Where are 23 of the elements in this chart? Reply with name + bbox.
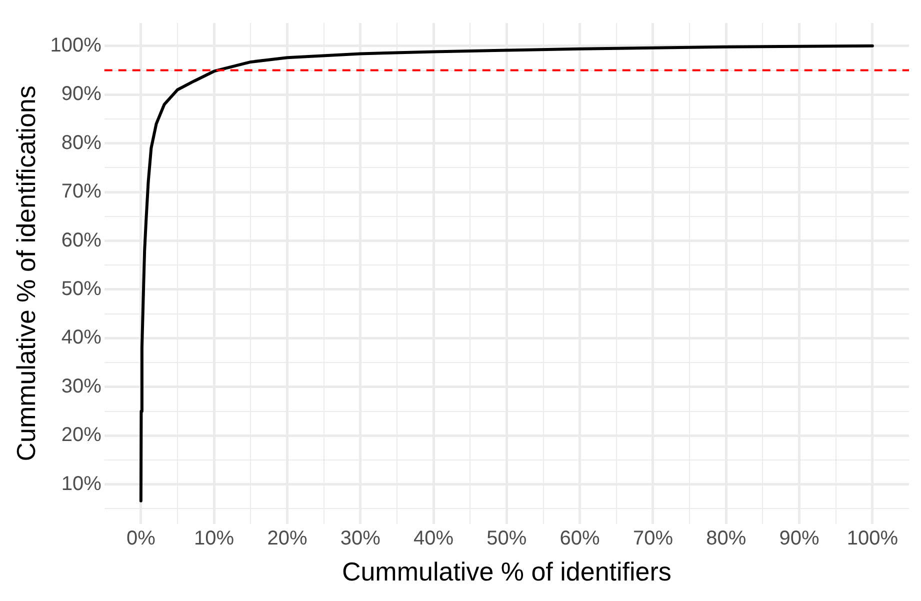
x-tick-label: 60% (560, 527, 600, 550)
x-tick-label: 10% (194, 527, 234, 550)
x-tick-label: 50% (486, 527, 527, 550)
x-tick-label: 40% (414, 527, 454, 550)
x-axis-title: Cummulative % of identifiers (342, 556, 672, 587)
x-tick-label: 20% (267, 527, 308, 550)
y-tick-label: 20% (61, 424, 102, 446)
y-tick-label: 70% (61, 180, 102, 203)
x-tick-label: 100% (846, 527, 898, 550)
y-tick-label: 40% (61, 326, 102, 349)
x-tick-label: 80% (706, 527, 746, 550)
x-tick-label: 0% (126, 527, 156, 550)
y-tick-label: 50% (61, 278, 102, 300)
y-tick-label: 80% (61, 132, 102, 154)
y-tick-label: 10% (61, 472, 102, 495)
y-tick-label: 90% (61, 83, 102, 106)
x-tick-label: 70% (632, 527, 674, 550)
y-axis-title: Cummulative % of identifications (10, 86, 41, 462)
y-tick-label: 60% (61, 229, 102, 252)
y-tick-label: 30% (61, 375, 102, 398)
x-tick-label: 90% (779, 527, 820, 550)
y-tick-label: 100% (50, 34, 102, 56)
x-tick-label: 30% (340, 527, 381, 550)
